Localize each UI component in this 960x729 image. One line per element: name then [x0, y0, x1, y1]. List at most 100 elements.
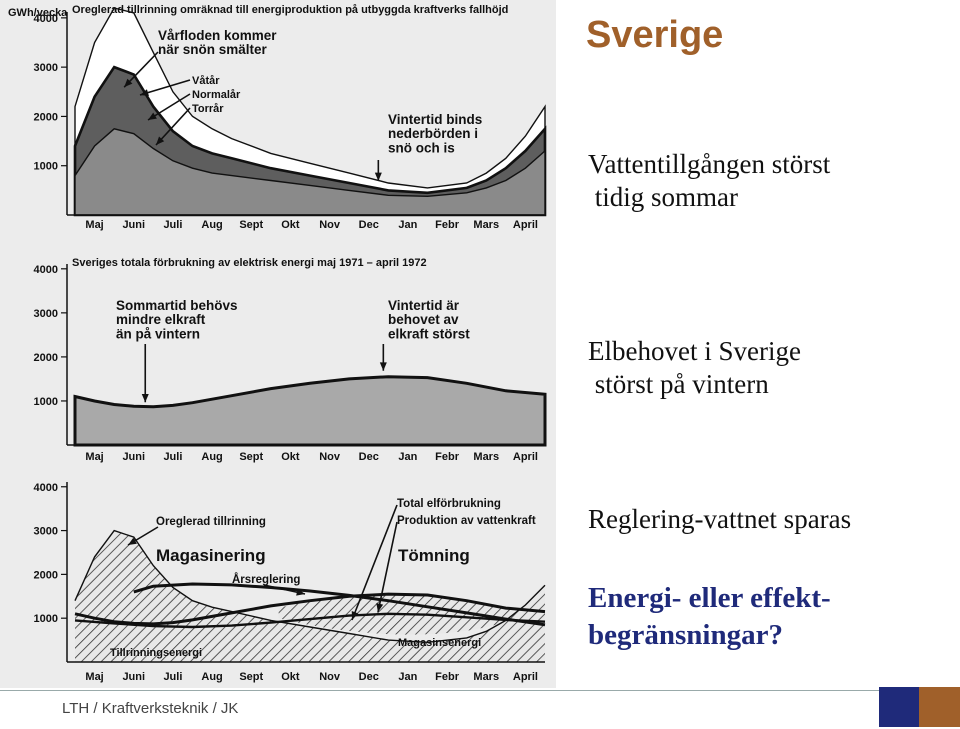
- bullet-electricity-demand: Elbehovet i Sverige störst på vintern: [588, 336, 801, 399]
- x-tick-label-okt: Okt: [281, 671, 300, 683]
- x-tick-label-aug: Aug: [201, 671, 222, 683]
- y-tick-label: 2000: [34, 352, 58, 364]
- x-tick-label-dec: Dec: [359, 451, 379, 463]
- y-tick-label: 3000: [34, 526, 58, 538]
- chart-title: Oreglerad tillrinning omräknad till ener…: [72, 4, 508, 16]
- area-total-consumption: [73, 375, 547, 447]
- x-tick-label-dec: Dec: [359, 219, 379, 231]
- annotation-winter: Vintertid är behovet av elkraft störst: [388, 298, 470, 341]
- annotation-arrow-head: [141, 393, 149, 403]
- annotation-arrow-head: [374, 172, 382, 181]
- area-torrår: [74, 128, 546, 216]
- x-tick-label-okt: Okt: [281, 451, 300, 463]
- x-tick-label-jan: Jan: [398, 219, 417, 231]
- x-tick-label-aug: Aug: [201, 219, 222, 231]
- y-tick-label: 4000: [34, 482, 58, 494]
- x-tick-label-april: April: [513, 219, 538, 231]
- x-tick-label-mars: Mars: [473, 671, 499, 683]
- annotation-spring-flood: Vårfloden kommer när snön smälter: [158, 28, 277, 57]
- x-tick-label-juli: Juli: [163, 219, 182, 231]
- x-tick-label-nov: Nov: [319, 671, 341, 683]
- x-tick-label-juli: Juli: [163, 671, 182, 683]
- y-tick-label: 1000: [34, 613, 58, 625]
- y-tick-label: 3000: [34, 308, 58, 320]
- legend-arrow: [139, 79, 191, 96]
- x-tick-label-juni: Juni: [122, 219, 145, 231]
- x-tick-label-dec: Dec: [359, 671, 379, 683]
- line-inflow: [74, 529, 546, 644]
- highlight-question: Energi- eller effekt- begränsningar?: [588, 582, 831, 651]
- label-arrow-head: [296, 588, 305, 596]
- x-tick-label-maj: Maj: [85, 671, 103, 683]
- chart-title: Sveriges totala förbrukning av elektrisk…: [72, 257, 427, 269]
- x-tick-label-sept: Sept: [239, 451, 263, 463]
- line-total-consumption: [74, 592, 546, 626]
- charts-figure: 1000 2000 3000 4000 Maj Juni Juli Aug Sept Okt Nov…: [0, 0, 556, 688]
- legend-normalår: Normalår: [192, 89, 241, 101]
- x-tick-label-juni: Juni: [122, 671, 145, 683]
- y-tick-label: 1000: [34, 396, 58, 408]
- panel-regulation: 1000 2000 3000 4000 Maj Juni Juli Aug Sept Okt Nov…: [34, 482, 546, 683]
- legend-torrår: Torrår: [192, 103, 224, 115]
- x-tick-label-april: April: [513, 451, 538, 463]
- y-tick-label: 4000: [34, 264, 58, 276]
- annotation-arrow-head: [124, 78, 133, 88]
- label-total-consumption: Total elförbrukning: [397, 498, 501, 510]
- annotation-winter-snow: Vintertid binds nederbörden i snö och is: [388, 112, 482, 155]
- label-arrow-head: [351, 611, 359, 620]
- annotation-drawdown: Tömning: [398, 546, 470, 565]
- y-tick-label: 3000: [34, 62, 58, 74]
- label-arrow: [377, 521, 398, 613]
- area-inflow-energy: [75, 530, 545, 662]
- annotation-summer: Sommartid behövs mindre elkraft än på vint…: [116, 298, 238, 341]
- legend-våtår: Våtår: [192, 75, 220, 87]
- footer-text: LTH / Kraftverksteknik / JK: [62, 700, 239, 717]
- x-tick-label-nov: Nov: [319, 219, 341, 231]
- annotation-storage-energy: Magasinsenergi: [398, 637, 481, 649]
- x-tick-label-mars: Mars: [473, 219, 499, 231]
- label-hydro-production: Produktion av vattenkraft: [397, 515, 536, 527]
- label-unregulated-inflow: Oreglerad tillrinning: [156, 516, 266, 528]
- x-tick-label-okt: Okt: [281, 219, 300, 231]
- x-tick-label-febr: Febr: [435, 219, 460, 231]
- label-arrow-head: [128, 537, 137, 545]
- legend-arrow: [155, 107, 191, 146]
- x-tick-label-juni: Juni: [122, 451, 145, 463]
- legend-arrow-head: [156, 136, 165, 145]
- y-tick-label: 2000: [34, 111, 58, 123]
- annotation-arrow-head: [379, 362, 387, 371]
- footer-square-brown: [919, 687, 960, 727]
- y-axis-label: GWh/vecka: [8, 7, 68, 19]
- slide-title: Sverige: [586, 14, 724, 56]
- x-tick-label-maj: Maj: [85, 219, 103, 231]
- bullet-regulation: Reglering-vattnet sparas: [588, 504, 852, 534]
- y-tick-label: 2000: [34, 569, 58, 581]
- x-tick-label-febr: Febr: [435, 671, 460, 683]
- footer-divider: [0, 690, 960, 691]
- label-arrow: [351, 504, 398, 621]
- y-tick-label: 1000: [34, 161, 58, 173]
- x-tick-label-febr: Febr: [435, 451, 460, 463]
- x-tick-label-nov: Nov: [319, 451, 341, 463]
- x-tick-label-jan: Jan: [398, 671, 417, 683]
- bullet-water-supply: Vattentillgången störst tidig sommar: [588, 149, 831, 212]
- line-hydro-production: [74, 612, 546, 629]
- x-tick-label-mars: Mars: [473, 451, 499, 463]
- x-tick-label-april: April: [513, 671, 538, 683]
- label-annual-regulation: Årsreglering: [232, 573, 300, 586]
- x-tick-label-jan: Jan: [398, 451, 417, 463]
- annotation-inflow-energy: Tillrinningsenergi: [110, 647, 202, 659]
- footer-square-blue: [879, 687, 919, 727]
- x-tick-label-sept: Sept: [239, 219, 263, 231]
- legend-arrow-head: [148, 112, 157, 120]
- x-tick-label-sept: Sept: [239, 671, 263, 683]
- panel-inflow: 1000 2000 3000 4000 Maj Juni Juli Aug Sept Okt Nov…: [8, 4, 547, 231]
- legend-arrow-head: [140, 89, 149, 96]
- x-tick-label-aug: Aug: [201, 451, 222, 463]
- panel-consumption: 1000 2000 3000 4000 Maj Juni Juli Aug Sept Okt Nov…: [34, 257, 547, 463]
- label-arrow-head: [376, 603, 384, 612]
- x-tick-label-juli: Juli: [163, 451, 182, 463]
- line-annual-regulation: [133, 582, 546, 627]
- x-tick-label-maj: Maj: [85, 451, 103, 463]
- y-tick-label: 4000: [34, 13, 58, 25]
